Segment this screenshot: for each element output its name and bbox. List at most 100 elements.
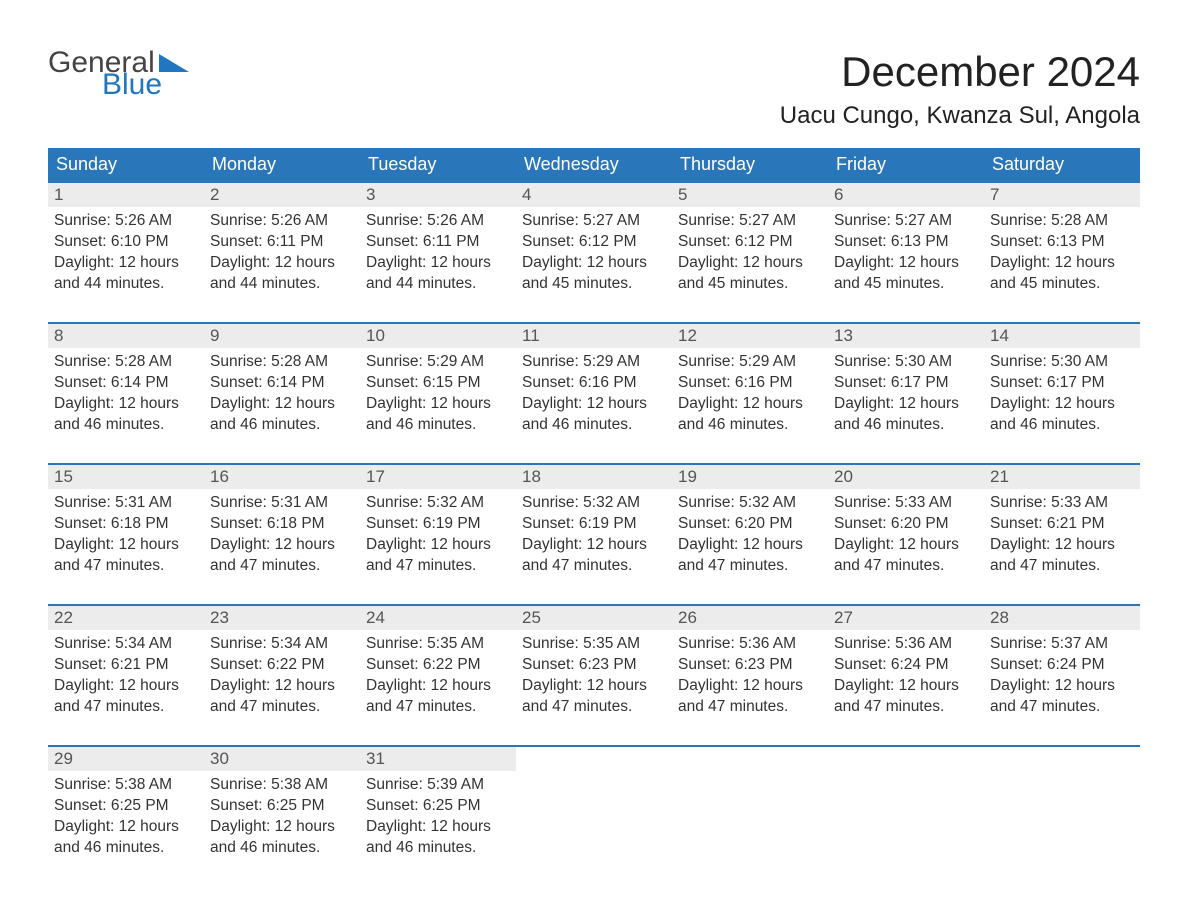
daylight-text: and 47 minutes.	[366, 556, 510, 577]
sunrise-text: Sunrise: 5:26 AM	[210, 211, 354, 232]
day-info-cell: Sunrise: 5:36 AMSunset: 6:24 PMDaylight:…	[828, 630, 984, 746]
daylight-text: Daylight: 12 hours	[834, 535, 978, 556]
daylight-text: and 47 minutes.	[54, 556, 198, 577]
daylight-text: Daylight: 12 hours	[522, 253, 666, 274]
daynum-row: 1234567	[48, 182, 1140, 207]
day-number-cell: 1	[48, 182, 204, 207]
day-info-cell: Sunrise: 5:27 AMSunset: 6:13 PMDaylight:…	[828, 207, 984, 323]
sunrise-text: Sunrise: 5:27 AM	[678, 211, 822, 232]
title-block: December 2024 Uacu Cungo, Kwanza Sul, An…	[780, 48, 1140, 142]
day-number-cell: 15	[48, 464, 204, 489]
day-number-cell: 9	[204, 323, 360, 348]
day-info-cell: Sunrise: 5:34 AMSunset: 6:22 PMDaylight:…	[204, 630, 360, 746]
sunrise-text: Sunrise: 5:37 AM	[990, 634, 1134, 655]
daylight-text: Daylight: 12 hours	[522, 535, 666, 556]
daylight-text: Daylight: 12 hours	[210, 394, 354, 415]
sunset-text: Sunset: 6:14 PM	[210, 373, 354, 394]
day-info-cell	[672, 771, 828, 887]
day-number-cell: 7	[984, 182, 1140, 207]
day-number-cell: 14	[984, 323, 1140, 348]
header: General Blue December 2024 Uacu Cungo, K…	[48, 48, 1140, 142]
sunset-text: Sunset: 6:17 PM	[990, 373, 1134, 394]
sunrise-text: Sunrise: 5:35 AM	[522, 634, 666, 655]
sunset-text: Sunset: 6:13 PM	[990, 232, 1134, 253]
col-monday: Monday	[204, 148, 360, 182]
month-title: December 2024	[780, 48, 1140, 96]
daylight-text: and 44 minutes.	[366, 274, 510, 295]
daylight-text: Daylight: 12 hours	[678, 676, 822, 697]
sunrise-text: Sunrise: 5:39 AM	[366, 775, 510, 796]
day-number-cell: 12	[672, 323, 828, 348]
sunrise-text: Sunrise: 5:26 AM	[54, 211, 198, 232]
sunrise-text: Sunrise: 5:38 AM	[54, 775, 198, 796]
day-number-cell: 16	[204, 464, 360, 489]
daylight-text: and 45 minutes.	[678, 274, 822, 295]
daylight-text: Daylight: 12 hours	[834, 676, 978, 697]
sunrise-text: Sunrise: 5:31 AM	[210, 493, 354, 514]
logo: General Blue	[48, 48, 189, 100]
info-row: Sunrise: 5:34 AMSunset: 6:21 PM Daylight:…	[48, 630, 1140, 746]
day-number-cell: 18	[516, 464, 672, 489]
day-number-cell: 17	[360, 464, 516, 489]
daylight-text: Daylight: 12 hours	[54, 535, 198, 556]
daylight-text: and 47 minutes.	[210, 556, 354, 577]
daylight-text: and 47 minutes.	[990, 556, 1134, 577]
day-number-cell: 23	[204, 605, 360, 630]
day-info-cell: Sunrise: 5:36 AMSunset: 6:23 PMDaylight:…	[672, 630, 828, 746]
sunset-text: Sunset: 6:22 PM	[210, 655, 354, 676]
daylight-text: Daylight: 12 hours	[990, 394, 1134, 415]
sunset-text: Sunset: 6:24 PM	[990, 655, 1134, 676]
day-info-cell	[516, 771, 672, 887]
day-number-cell: 28	[984, 605, 1140, 630]
sunset-text: Sunset: 6:11 PM	[366, 232, 510, 253]
daylight-text: Daylight: 12 hours	[210, 817, 354, 838]
day-number-cell: 8	[48, 323, 204, 348]
sunset-text: Sunset: 6:16 PM	[522, 373, 666, 394]
col-friday: Friday	[828, 148, 984, 182]
daylight-text: Daylight: 12 hours	[990, 253, 1134, 274]
day-info-cell: Sunrise: 5:32 AMSunset: 6:19 PMDaylight:…	[360, 489, 516, 605]
sunset-text: Sunset: 6:21 PM	[54, 655, 198, 676]
daynum-row: 15161718192021	[48, 464, 1140, 489]
day-info-cell: Sunrise: 5:37 AMSunset: 6:24 PMDaylight:…	[984, 630, 1140, 746]
daylight-text: and 45 minutes.	[990, 274, 1134, 295]
sunset-text: Sunset: 6:18 PM	[54, 514, 198, 535]
location-subtitle: Uacu Cungo, Kwanza Sul, Angola	[780, 102, 1140, 130]
sunset-text: Sunset: 6:17 PM	[834, 373, 978, 394]
day-info-cell: Sunrise: 5:31 AMSunset: 6:18 PMDaylight:…	[204, 489, 360, 605]
daylight-text: and 47 minutes.	[678, 556, 822, 577]
day-info-cell: Sunrise: 5:31 AMSunset: 6:18 PMDaylight:…	[48, 489, 204, 605]
daylight-text: Daylight: 12 hours	[834, 394, 978, 415]
sunset-text: Sunset: 6:15 PM	[366, 373, 510, 394]
sunset-text: Sunset: 6:25 PM	[210, 796, 354, 817]
day-info-cell: Sunrise: 5:27 AMSunset: 6:12 PMDaylight:…	[516, 207, 672, 323]
sunset-text: Sunset: 6:11 PM	[210, 232, 354, 253]
sunrise-text: Sunrise: 5:27 AM	[834, 211, 978, 232]
daylight-text: Daylight: 12 hours	[678, 253, 822, 274]
sunset-text: Sunset: 6:20 PM	[834, 514, 978, 535]
day-info-cell: Sunrise: 5:39 AMSunset: 6:25 PMDaylight:…	[360, 771, 516, 887]
col-wednesday: Wednesday	[516, 148, 672, 182]
daylight-text: and 44 minutes.	[210, 274, 354, 295]
daylight-text: and 46 minutes.	[54, 838, 198, 859]
daylight-text: and 47 minutes.	[210, 697, 354, 718]
daylight-text: and 46 minutes.	[54, 415, 198, 436]
day-number-cell: 3	[360, 182, 516, 207]
daylight-text: Daylight: 12 hours	[366, 253, 510, 274]
sunset-text: Sunset: 6:12 PM	[678, 232, 822, 253]
day-number-cell: 10	[360, 323, 516, 348]
sunrise-text: Sunrise: 5:34 AM	[54, 634, 198, 655]
day-number-cell: 4	[516, 182, 672, 207]
daylight-text: and 44 minutes.	[54, 274, 198, 295]
info-row: Sunrise: 5:38 AMSunset: 6:25 PMDaylight:…	[48, 771, 1140, 887]
daylight-text: and 46 minutes.	[210, 415, 354, 436]
day-info-cell: Sunrise: 5:32 AMSunset: 6:19 PMDaylight:…	[516, 489, 672, 605]
day-info-cell: Sunrise: 5:28 AMSunset: 6:13 PMDaylight:…	[984, 207, 1140, 323]
sunset-text: Sunset: 6:14 PM	[54, 373, 198, 394]
sunrise-text: Sunrise: 5:38 AM	[210, 775, 354, 796]
daylight-text: and 47 minutes.	[678, 697, 822, 718]
daylight-text: Daylight: 12 hours	[54, 253, 198, 274]
sunrise-text: Sunrise: 5:32 AM	[678, 493, 822, 514]
info-row: Sunrise: 5:26 AMSunset: 6:10 PMDaylight:…	[48, 207, 1140, 323]
daylight-text: Daylight: 12 hours	[210, 676, 354, 697]
